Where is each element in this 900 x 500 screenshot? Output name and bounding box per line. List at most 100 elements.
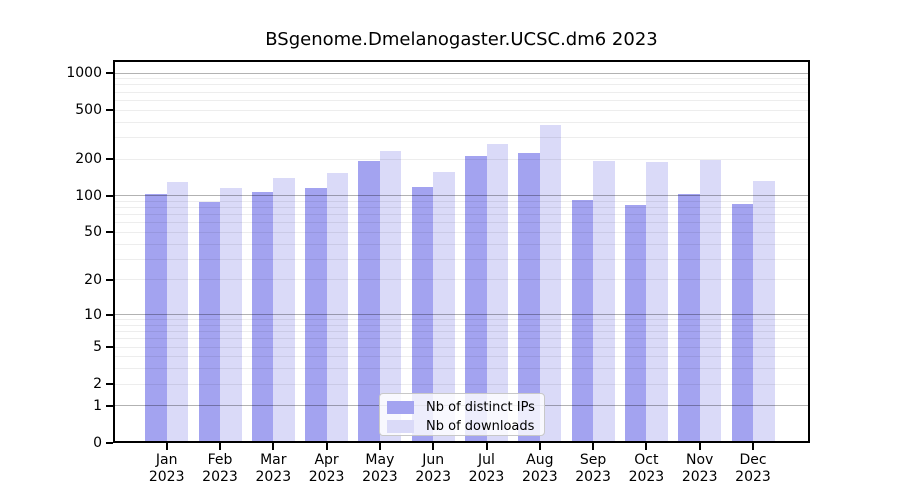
gridline-70 [113, 214, 810, 216]
x-tick-jun [432, 443, 435, 450]
bar-jun-nb-of-downloads [433, 171, 455, 443]
gridline-30 [113, 258, 810, 260]
y-label-500: 500 [75, 102, 102, 119]
x-label-oct: Oct 2023 [628, 452, 665, 485]
gridline-300 [113, 136, 810, 138]
bar-jun-nb-of-distinct-ips [411, 187, 434, 443]
bar-nov-nb-of-distinct-ips [678, 194, 700, 443]
y-tick-200 [106, 158, 113, 160]
gridline-100 [113, 195, 810, 197]
y-tick-10 [106, 313, 113, 316]
bar-feb-nb-of-downloads [220, 187, 242, 443]
y-tick-500 [106, 109, 113, 112]
x-label-may: May 2023 [362, 452, 398, 485]
x-label-nov: Nov 2023 [681, 452, 718, 485]
x-label-feb: Feb 2023 [202, 452, 238, 485]
gridline-40 [113, 243, 810, 245]
gridline-10 [113, 314, 810, 316]
gridline-20 [113, 279, 810, 281]
y-tick-1000 [106, 72, 113, 75]
x-tick-oct [645, 443, 648, 450]
y-label-5: 5 [93, 339, 102, 356]
x-label-jan: Jan 2023 [148, 452, 185, 485]
bar-oct-nb-of-downloads [646, 161, 668, 443]
gridline-1000 [113, 72, 810, 74]
y-tick-0 [106, 442, 113, 444]
y-label-100: 100 [75, 187, 102, 204]
x-tick-nov [698, 443, 701, 450]
gridline-3 [113, 368, 810, 370]
chart-title: BSgenome.Dmelanogaster.UCSC.dm6 2023 [265, 29, 658, 50]
x-tick-mar [272, 443, 275, 450]
gridline-800 [113, 84, 810, 86]
x-label-aug: Aug 2023 [521, 452, 558, 485]
bar-sep-nb-of-downloads [593, 161, 615, 443]
x-label-jun: Jun 2023 [415, 452, 451, 485]
x-tick-aug [538, 443, 541, 450]
y-label-0: 0 [93, 435, 102, 451]
bar-may-nb-of-downloads [379, 151, 402, 443]
bar-apr-nb-of-distinct-ips [305, 187, 327, 443]
bar-dec-nb-of-downloads [753, 180, 775, 443]
bar-mar-nb-of-downloads [273, 177, 295, 443]
legend-swatch-distinct-ips [387, 401, 414, 414]
x-tick-apr [325, 443, 328, 450]
gridline-60 [113, 222, 810, 224]
y-label-1: 1 [93, 397, 102, 414]
legend-item-distinct-ips: Nb of distinct IPs [387, 399, 544, 416]
gridline-50 [113, 231, 810, 233]
legend-item-downloads: Nb of downloads [387, 418, 544, 435]
bar-sep-nb-of-distinct-ips [571, 199, 594, 443]
x-tick-may [378, 443, 381, 450]
x-label-dec: Dec 2023 [735, 452, 771, 485]
bar-nov-nb-of-downloads [699, 159, 722, 443]
y-label-200: 200 [75, 151, 102, 167]
x-label-jul: Jul 2023 [468, 452, 505, 485]
bar-aug-nb-of-downloads [539, 124, 562, 443]
gridline-4 [113, 356, 810, 358]
bar-jan-nb-of-distinct-ips [145, 193, 167, 443]
bar-jan-nb-of-downloads [166, 181, 189, 443]
gridline-2 [113, 383, 810, 385]
gridline-500 [113, 109, 810, 111]
y-label-2: 2 [93, 376, 102, 393]
gridline-6 [113, 338, 810, 340]
y-tick-20 [106, 278, 113, 281]
x-tick-feb [219, 443, 221, 450]
x-tick-jul [485, 443, 488, 450]
x-label-sep: Sep 2023 [575, 452, 611, 485]
bar-feb-nb-of-distinct-ips [198, 202, 220, 443]
y-label-50: 50 [84, 224, 102, 241]
bar-oct-nb-of-distinct-ips [624, 205, 647, 443]
x-label-mar: Mar 2023 [255, 452, 292, 485]
gridline-8 [113, 324, 810, 326]
gridline-9 [113, 319, 810, 321]
legend-label-downloads: Nb of downloads [426, 419, 535, 434]
plot-area [113, 60, 810, 443]
x-label-apr: Apr 2023 [308, 452, 345, 485]
legend-label-distinct-ips: Nb of distinct IPs [426, 400, 535, 415]
bar-apr-nb-of-downloads [326, 172, 349, 443]
chart-legend: Nb of distinct IPs Nb of downloads [379, 393, 545, 436]
y-tick-1 [106, 404, 113, 407]
gridline-7 [113, 331, 810, 333]
gridline-900 [113, 78, 810, 80]
gridline-5 [113, 346, 810, 348]
gridline-90 [113, 200, 810, 202]
bar-jul-nb-of-downloads [486, 144, 508, 443]
bar-jul-nb-of-distinct-ips [465, 155, 487, 443]
gridline-600 [113, 99, 810, 101]
y-tick-2 [106, 383, 113, 386]
x-tick-dec [752, 443, 754, 450]
y-tick-50 [106, 231, 113, 234]
bar-dec-nb-of-distinct-ips [731, 204, 753, 443]
gridline-80 [113, 207, 810, 209]
gridline-700 [113, 91, 810, 93]
bar-mar-nb-of-distinct-ips [251, 191, 274, 443]
x-tick-jan [165, 443, 168, 450]
x-tick-sep [592, 443, 595, 450]
y-label-1000: 1000 [66, 65, 102, 82]
legend-swatch-downloads [387, 420, 414, 433]
y-label-20: 20 [84, 271, 102, 288]
